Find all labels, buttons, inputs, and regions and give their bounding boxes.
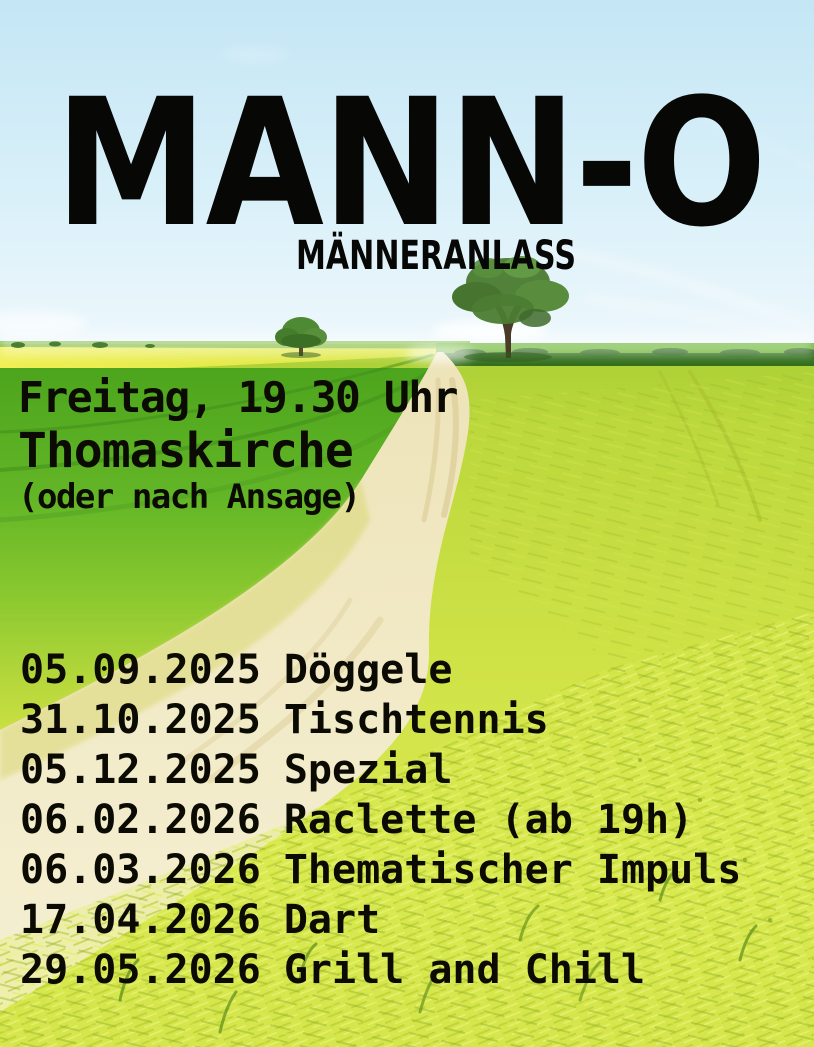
grass-texture-mid — [470, 372, 814, 662]
event-date: 29.05.2026 — [20, 947, 261, 993]
event-item: 05.09.2025 Döggele — [20, 645, 741, 695]
path-ruts — [177, 377, 459, 784]
event-date: 05.09.2025 — [20, 647, 261, 693]
schedule-note: (oder nach Ansage) — [18, 477, 361, 517]
schedule-block: Freitag, 19.30 Uhr Thomaskirche (oder na… — [18, 372, 459, 517]
event-item: 31.10.2025 Tischtennis — [20, 695, 741, 745]
event-item: 06.03.2026 Thematischer Impuls — [20, 845, 741, 895]
event-date: 06.03.2026 — [20, 847, 261, 893]
event-name: Döggele — [283, 647, 453, 693]
event-name: Thematischer Impuls — [283, 847, 742, 893]
event-name: Spezial — [283, 747, 453, 793]
event-date: 17.04.2026 — [20, 897, 261, 943]
event-date: 05.12.2025 — [20, 747, 261, 793]
schedule-day-time: Freitag, 19.30 Uhr — [18, 373, 459, 423]
dry-grass-fringe — [0, 480, 370, 780]
event-item: 17.04.2026 Dart — [20, 895, 741, 945]
event-name: Tischtennis — [283, 697, 549, 743]
event-date: 31.10.2025 — [20, 697, 261, 743]
big-tree — [452, 256, 569, 362]
grass-blades — [118, 758, 773, 1034]
sky — [0, 0, 814, 352]
event-date: 06.02.2026 — [20, 797, 261, 843]
grass-foreground — [0, 612, 814, 1047]
event-name: Raclette (ab 19h) — [283, 797, 694, 843]
green-field — [0, 368, 442, 742]
schedule-location: Thomaskirche — [18, 423, 354, 479]
events-list: 05.09.2025 Döggele 31.10.2025 Tischtennis … — [20, 645, 741, 995]
event-name: Dart — [283, 897, 381, 943]
vanishing-point-glow — [406, 345, 474, 363]
event-name: Grill and Chill — [283, 947, 646, 993]
distant-bushes — [11, 341, 155, 348]
event-item: 06.02.2026 Raclette (ab 19h) — [20, 795, 741, 845]
event-item: 05.12.2025 Spezial — [20, 745, 741, 795]
small-tree — [275, 317, 327, 358]
event-item: 29.05.2026 Grill and Chill — [20, 945, 741, 995]
